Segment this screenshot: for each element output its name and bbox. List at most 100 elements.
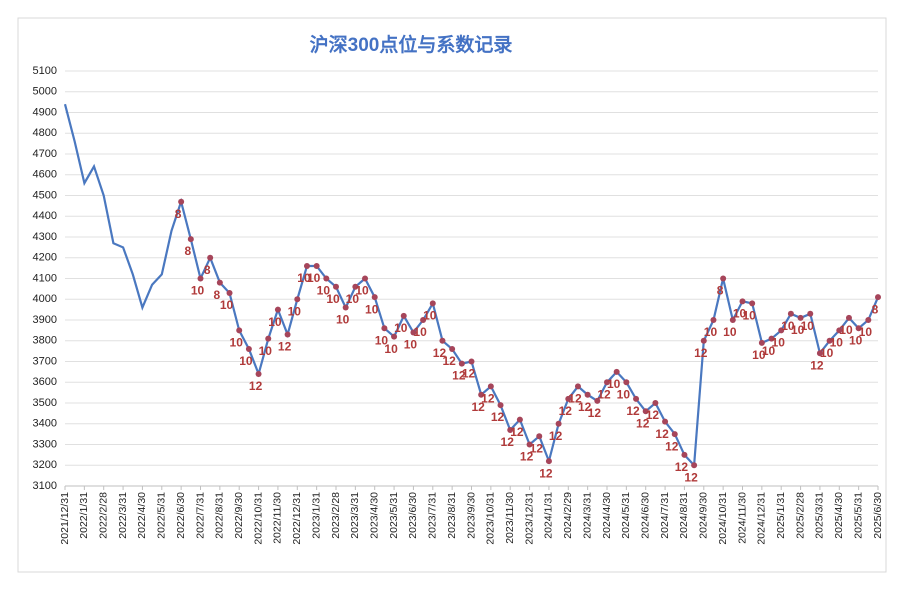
point-marker <box>787 310 794 317</box>
x-tick-label: 2023/10/31 <box>485 492 497 545</box>
x-tick-label: 2024/8/31 <box>678 492 690 539</box>
point-marker <box>313 263 320 270</box>
x-tick-label: 2023/6/30 <box>407 492 419 539</box>
point-marker <box>294 296 301 303</box>
coefficient-label: 10 <box>791 323 805 337</box>
point-marker <box>333 283 339 290</box>
point-marker <box>816 350 823 357</box>
coefficient-label: 10 <box>230 336 244 350</box>
y-tick-label: 3300 <box>33 438 57 450</box>
x-tick-label: 2025/1/31 <box>775 492 787 539</box>
point-marker <box>797 314 804 321</box>
coefficient-label: 12 <box>278 340 292 354</box>
point-marker <box>565 395 572 402</box>
point-marker <box>729 317 736 323</box>
point-marker <box>526 441 533 448</box>
point-marker <box>633 395 640 402</box>
point-marker <box>478 391 485 398</box>
coefficient-label: 10 <box>762 344 776 358</box>
point-marker <box>855 325 862 332</box>
x-tick-label: 2022/9/30 <box>233 492 245 539</box>
point-marker <box>642 408 649 415</box>
x-tick-label: 2023/4/30 <box>368 492 380 539</box>
coefficient-label: 12 <box>471 400 485 414</box>
point-marker <box>236 327 243 334</box>
point-marker <box>778 327 785 334</box>
coefficient-label: 12 <box>578 400 592 414</box>
point-marker <box>662 418 669 425</box>
coefficient-label: 10 <box>742 309 756 323</box>
coefficient-label: 12 <box>675 460 689 474</box>
coefficient-label: 10 <box>326 292 340 306</box>
coefficient-label: 10 <box>239 354 253 368</box>
x-tick-label: 2023/5/31 <box>388 492 400 539</box>
y-tick-label: 4700 <box>33 148 57 160</box>
coefficient-label: 8 <box>872 302 879 316</box>
coefficient-label: 10 <box>191 284 205 298</box>
coefficient-label: 12 <box>539 466 553 480</box>
y-tick-label: 4500 <box>33 189 57 201</box>
x-tick-label: 2025/5/31 <box>852 492 864 539</box>
x-tick-label: 2023/1/31 <box>310 492 322 539</box>
point-marker <box>720 275 727 282</box>
coefficient-label: 10 <box>384 342 398 356</box>
coefficient-label: 12 <box>249 379 263 393</box>
y-tick-label: 3400 <box>33 418 57 430</box>
coefficient-label: 8 <box>214 288 221 302</box>
point-marker <box>381 325 388 332</box>
x-tick-label: 2022/3/31 <box>117 492 129 539</box>
y-tick-label: 4900 <box>33 106 57 118</box>
point-marker <box>671 431 678 438</box>
y-tick-label: 4600 <box>33 169 57 181</box>
point-marker <box>545 458 552 465</box>
coefficient-label: 10 <box>723 325 737 339</box>
point-marker <box>207 254 214 261</box>
x-tick-label: 2024/7/31 <box>659 492 671 539</box>
point-marker <box>536 433 543 440</box>
point-marker <box>691 462 698 469</box>
y-tick-label: 3600 <box>33 376 57 388</box>
x-tick-label: 2024/10/31 <box>717 492 729 545</box>
y-tick-label: 3500 <box>33 397 57 409</box>
point-marker <box>323 275 330 282</box>
point-marker <box>303 263 310 270</box>
point-marker <box>342 304 349 311</box>
coefficient-label: 10 <box>781 319 795 333</box>
point-marker <box>226 290 233 297</box>
coefficient-label: 10 <box>617 387 631 401</box>
point-marker <box>710 317 717 323</box>
y-tick-label: 4100 <box>33 272 57 284</box>
point-marker <box>865 317 872 323</box>
x-tick-label: 2022/10/31 <box>252 492 264 545</box>
x-tick-label: 2022/11/30 <box>272 492 284 544</box>
point-marker <box>768 335 775 342</box>
point-marker <box>555 420 562 427</box>
coefficient-label: 10 <box>259 344 273 358</box>
coefficient-label: 10 <box>317 284 331 298</box>
point-marker <box>574 383 581 390</box>
point-marker <box>739 298 746 305</box>
point-marker <box>352 283 359 290</box>
x-tick-label: 2024/3/31 <box>581 492 593 539</box>
x-tick-label: 2023/11/30 <box>504 492 516 544</box>
x-tick-label: 2023/3/31 <box>349 492 361 539</box>
point-marker <box>245 346 252 353</box>
coefficient-label: 10 <box>413 325 427 339</box>
point-marker <box>362 275 369 282</box>
y-tick-label: 3700 <box>33 355 57 367</box>
coefficient-label: 10 <box>859 325 873 339</box>
coefficient-label: 10 <box>801 319 815 333</box>
x-tick-label: 2025/3/31 <box>814 492 826 539</box>
coefficient-label: 10 <box>607 377 621 391</box>
coefficient-label: 10 <box>733 306 747 320</box>
y-tick-label: 4000 <box>33 293 57 305</box>
y-tick-label: 3200 <box>33 459 57 471</box>
coefficient-label: 8 <box>184 244 191 258</box>
point-marker <box>516 416 523 423</box>
point-marker <box>284 331 291 338</box>
y-tick-label: 4200 <box>33 252 57 264</box>
x-tick-label: 2022/8/31 <box>214 492 226 539</box>
y-tick-label: 3900 <box>33 314 57 326</box>
coefficient-label: 12 <box>636 416 650 430</box>
